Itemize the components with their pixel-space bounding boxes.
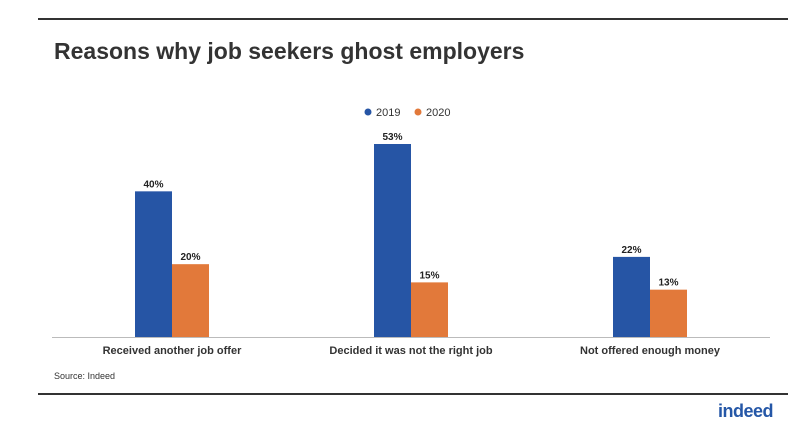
data-label-2020-3: 13%: [658, 278, 678, 289]
bar-2019-2: [374, 144, 411, 337]
bar-2019-3: [613, 256, 650, 337]
bar-2019-1: [135, 191, 172, 337]
data-label-2020-2: 15%: [419, 270, 439, 281]
bottom-rule: [38, 393, 788, 395]
data-label-2019-2: 53%: [382, 132, 402, 143]
source-note: Source: Indeed: [54, 371, 116, 381]
top-rule: [38, 18, 788, 20]
category-label-3: Not offered enough money: [580, 345, 721, 357]
category-label-2: Decided it was not the right job: [329, 345, 492, 357]
legend-label-2020: 2020: [426, 107, 450, 119]
bar-2020-2: [411, 282, 448, 337]
category-label-1: Received another job offer: [103, 345, 242, 357]
legend-swatch-2019: [364, 108, 372, 116]
bar-2020-3: [650, 289, 687, 337]
bar-2020-1: [172, 264, 209, 337]
indeed-logo: indeed: [718, 401, 774, 421]
data-label-2019-1: 40%: [143, 179, 163, 190]
chart-title: Reasons why job seekers ghost employers: [54, 38, 525, 64]
data-label-2019-3: 22%: [621, 245, 641, 256]
data-label-2020-1: 20%: [180, 252, 200, 263]
legend-label-2019: 2019: [376, 107, 400, 119]
legend-swatch-2020: [414, 108, 422, 116]
